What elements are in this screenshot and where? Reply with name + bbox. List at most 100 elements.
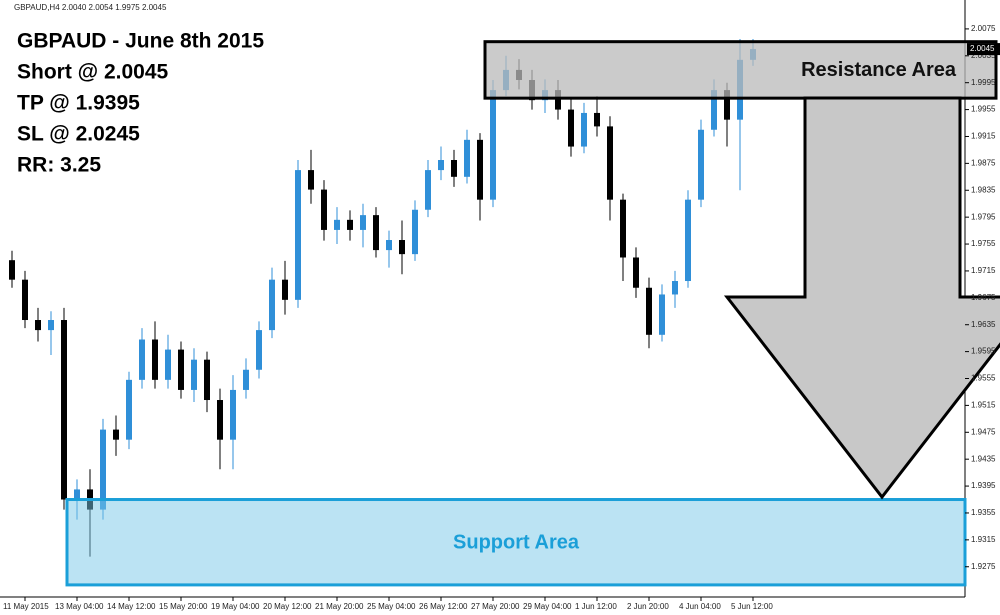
candle-body xyxy=(61,320,67,500)
candle-body xyxy=(139,339,145,380)
y-tick-label: 1.9675 xyxy=(971,293,996,302)
x-tick-label: 13 May 04:00 xyxy=(55,602,104,611)
y-tick-label: 2.0035 xyxy=(971,51,996,60)
candle-body xyxy=(386,240,392,251)
annotation: TP @ 1.9395 xyxy=(17,92,140,115)
annotation: RR: 3.25 xyxy=(17,154,101,177)
x-tick-label: 1 Jun 12:00 xyxy=(575,602,617,611)
candle-body xyxy=(412,209,418,255)
candle-body xyxy=(256,330,262,370)
candle-body xyxy=(48,320,54,331)
candle-body xyxy=(620,199,626,258)
x-tick-label: 4 Jun 04:00 xyxy=(679,602,721,611)
candle-body xyxy=(269,279,275,331)
down-arrow xyxy=(723,96,1000,500)
y-tick-label: 1.9595 xyxy=(971,347,996,356)
candle-body xyxy=(438,160,444,171)
y-tick-label: 1.9835 xyxy=(971,185,996,194)
x-tick-label: 25 May 04:00 xyxy=(367,602,416,611)
x-tick-label: 29 May 04:00 xyxy=(523,602,572,611)
candle-body xyxy=(217,400,223,440)
candle-body xyxy=(373,215,379,251)
x-tick-label: 19 May 04:00 xyxy=(211,602,260,611)
x-tick-label: 20 May 12:00 xyxy=(263,602,312,611)
candle-body xyxy=(100,429,106,510)
candle-body xyxy=(607,126,613,200)
y-tick-label: 1.9795 xyxy=(971,212,996,221)
candle-body xyxy=(295,170,301,300)
x-tick-label: 27 May 20:00 xyxy=(471,602,520,611)
candle-body xyxy=(126,379,132,440)
candle-body xyxy=(646,287,652,335)
x-tick-label: 2 Jun 20:00 xyxy=(627,602,669,611)
candle-body xyxy=(399,240,405,255)
candle-body xyxy=(633,257,639,288)
candle-body xyxy=(594,112,600,127)
candle-body xyxy=(308,170,314,190)
zone-label: Resistance Area xyxy=(801,59,957,81)
candle-body xyxy=(360,215,366,230)
x-tick-label: 14 May 12:00 xyxy=(107,602,156,611)
candle-body xyxy=(724,90,730,120)
candle-body xyxy=(347,219,353,230)
candle-body xyxy=(22,279,28,321)
annotations: GBPAUD - June 8th 2015 Short @ 2.0045 TP @… xyxy=(17,30,264,177)
candle-body xyxy=(9,260,15,280)
y-tick-label: 1.9635 xyxy=(971,320,996,329)
zone-box xyxy=(65,498,967,587)
candle-body xyxy=(581,112,587,147)
price-axis: 2.0075 2.0035 1.9995 1.9955 1.9915 1.9875 1.98… xyxy=(3,24,1000,611)
candle-body xyxy=(74,489,80,500)
candle-body xyxy=(568,109,574,147)
candle-body xyxy=(659,294,665,335)
y-tick-label: 1.9555 xyxy=(971,374,996,383)
candle-body xyxy=(165,349,171,380)
candle-body xyxy=(113,429,119,440)
candle-body xyxy=(451,160,457,177)
y-tick-label: 1.9435 xyxy=(971,454,996,463)
last-price-label: 2.0045 xyxy=(970,44,995,53)
candle-body xyxy=(191,359,197,390)
annotation: Short @ 2.0045 xyxy=(17,61,169,84)
y-tick-label: 1.9475 xyxy=(971,427,996,436)
candle-body xyxy=(685,199,691,282)
candle-body xyxy=(490,90,496,200)
y-tick-label: 1.9915 xyxy=(971,132,996,141)
y-tick-label: 1.9875 xyxy=(971,158,996,167)
y-tick-label: 1.9395 xyxy=(971,481,996,490)
x-tick-label: 11 May 2015 xyxy=(3,602,49,611)
x-tick-label: 15 May 20:00 xyxy=(159,602,208,611)
annotation: SL @ 2.0245 xyxy=(17,123,140,146)
zones: Resistance Area Support Area xyxy=(65,40,998,587)
candle-body xyxy=(464,139,470,177)
candle-body xyxy=(711,90,717,130)
candle-body xyxy=(698,129,704,200)
candle-body xyxy=(477,139,483,200)
candle-body xyxy=(555,90,561,110)
candle-body xyxy=(178,349,184,390)
candle-body xyxy=(230,389,236,440)
zone-label: Support Area xyxy=(453,531,580,553)
y-tick-label: 1.9755 xyxy=(971,239,996,248)
y-tick-label: 1.9315 xyxy=(971,535,996,544)
candle-body xyxy=(334,219,340,230)
last-price-box xyxy=(967,43,1000,56)
y-tick-label: 1.9715 xyxy=(971,266,996,275)
y-tick-label: 2.0075 xyxy=(971,24,996,33)
y-tick-label: 1.9515 xyxy=(971,401,996,410)
candle-body xyxy=(282,279,288,300)
candle-body xyxy=(204,359,210,401)
y-tick-label: 1.9955 xyxy=(971,105,996,114)
y-tick-label: 1.9355 xyxy=(971,508,996,517)
header: GBPAUD,H4 2.0040 2.0054 1.9975 2.0045 xyxy=(14,3,167,12)
y-tick-label: 1.9275 xyxy=(971,562,996,571)
candle-body xyxy=(152,339,158,380)
y-tick-label: 1.9995 xyxy=(971,78,996,87)
candle-body xyxy=(321,189,327,230)
zone-box xyxy=(483,40,998,100)
candle-body xyxy=(35,320,41,331)
x-tick-label: 21 May 20:00 xyxy=(315,602,364,611)
candle-body xyxy=(243,369,249,390)
x-tick-label: 5 Jun 12:00 xyxy=(731,602,773,611)
